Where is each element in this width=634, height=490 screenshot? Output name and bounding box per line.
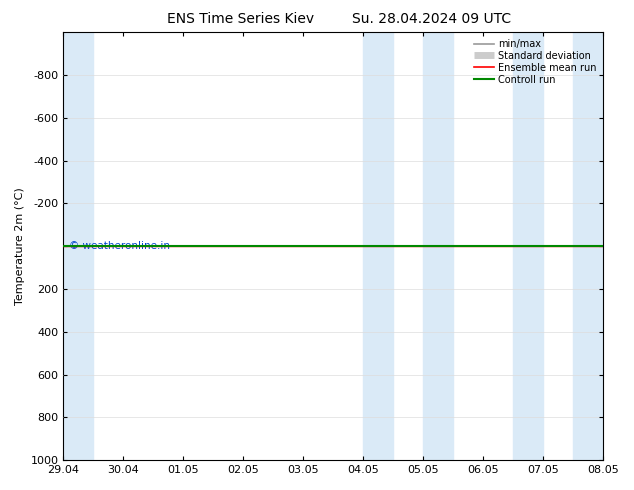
Bar — [513, 32, 543, 460]
Text: Su. 28.04.2024 09 UTC: Su. 28.04.2024 09 UTC — [352, 12, 510, 26]
Bar — [63, 32, 93, 460]
Y-axis label: Temperature 2m (°C): Temperature 2m (°C) — [15, 187, 25, 305]
Bar — [573, 32, 603, 460]
Bar — [424, 32, 453, 460]
Bar — [363, 32, 393, 460]
Text: © weatheronline.in: © weatheronline.in — [69, 241, 170, 251]
Legend: min/max, Standard deviation, Ensemble mean run, Controll run: min/max, Standard deviation, Ensemble me… — [472, 37, 598, 87]
Text: ENS Time Series Kiev: ENS Time Series Kiev — [167, 12, 314, 26]
